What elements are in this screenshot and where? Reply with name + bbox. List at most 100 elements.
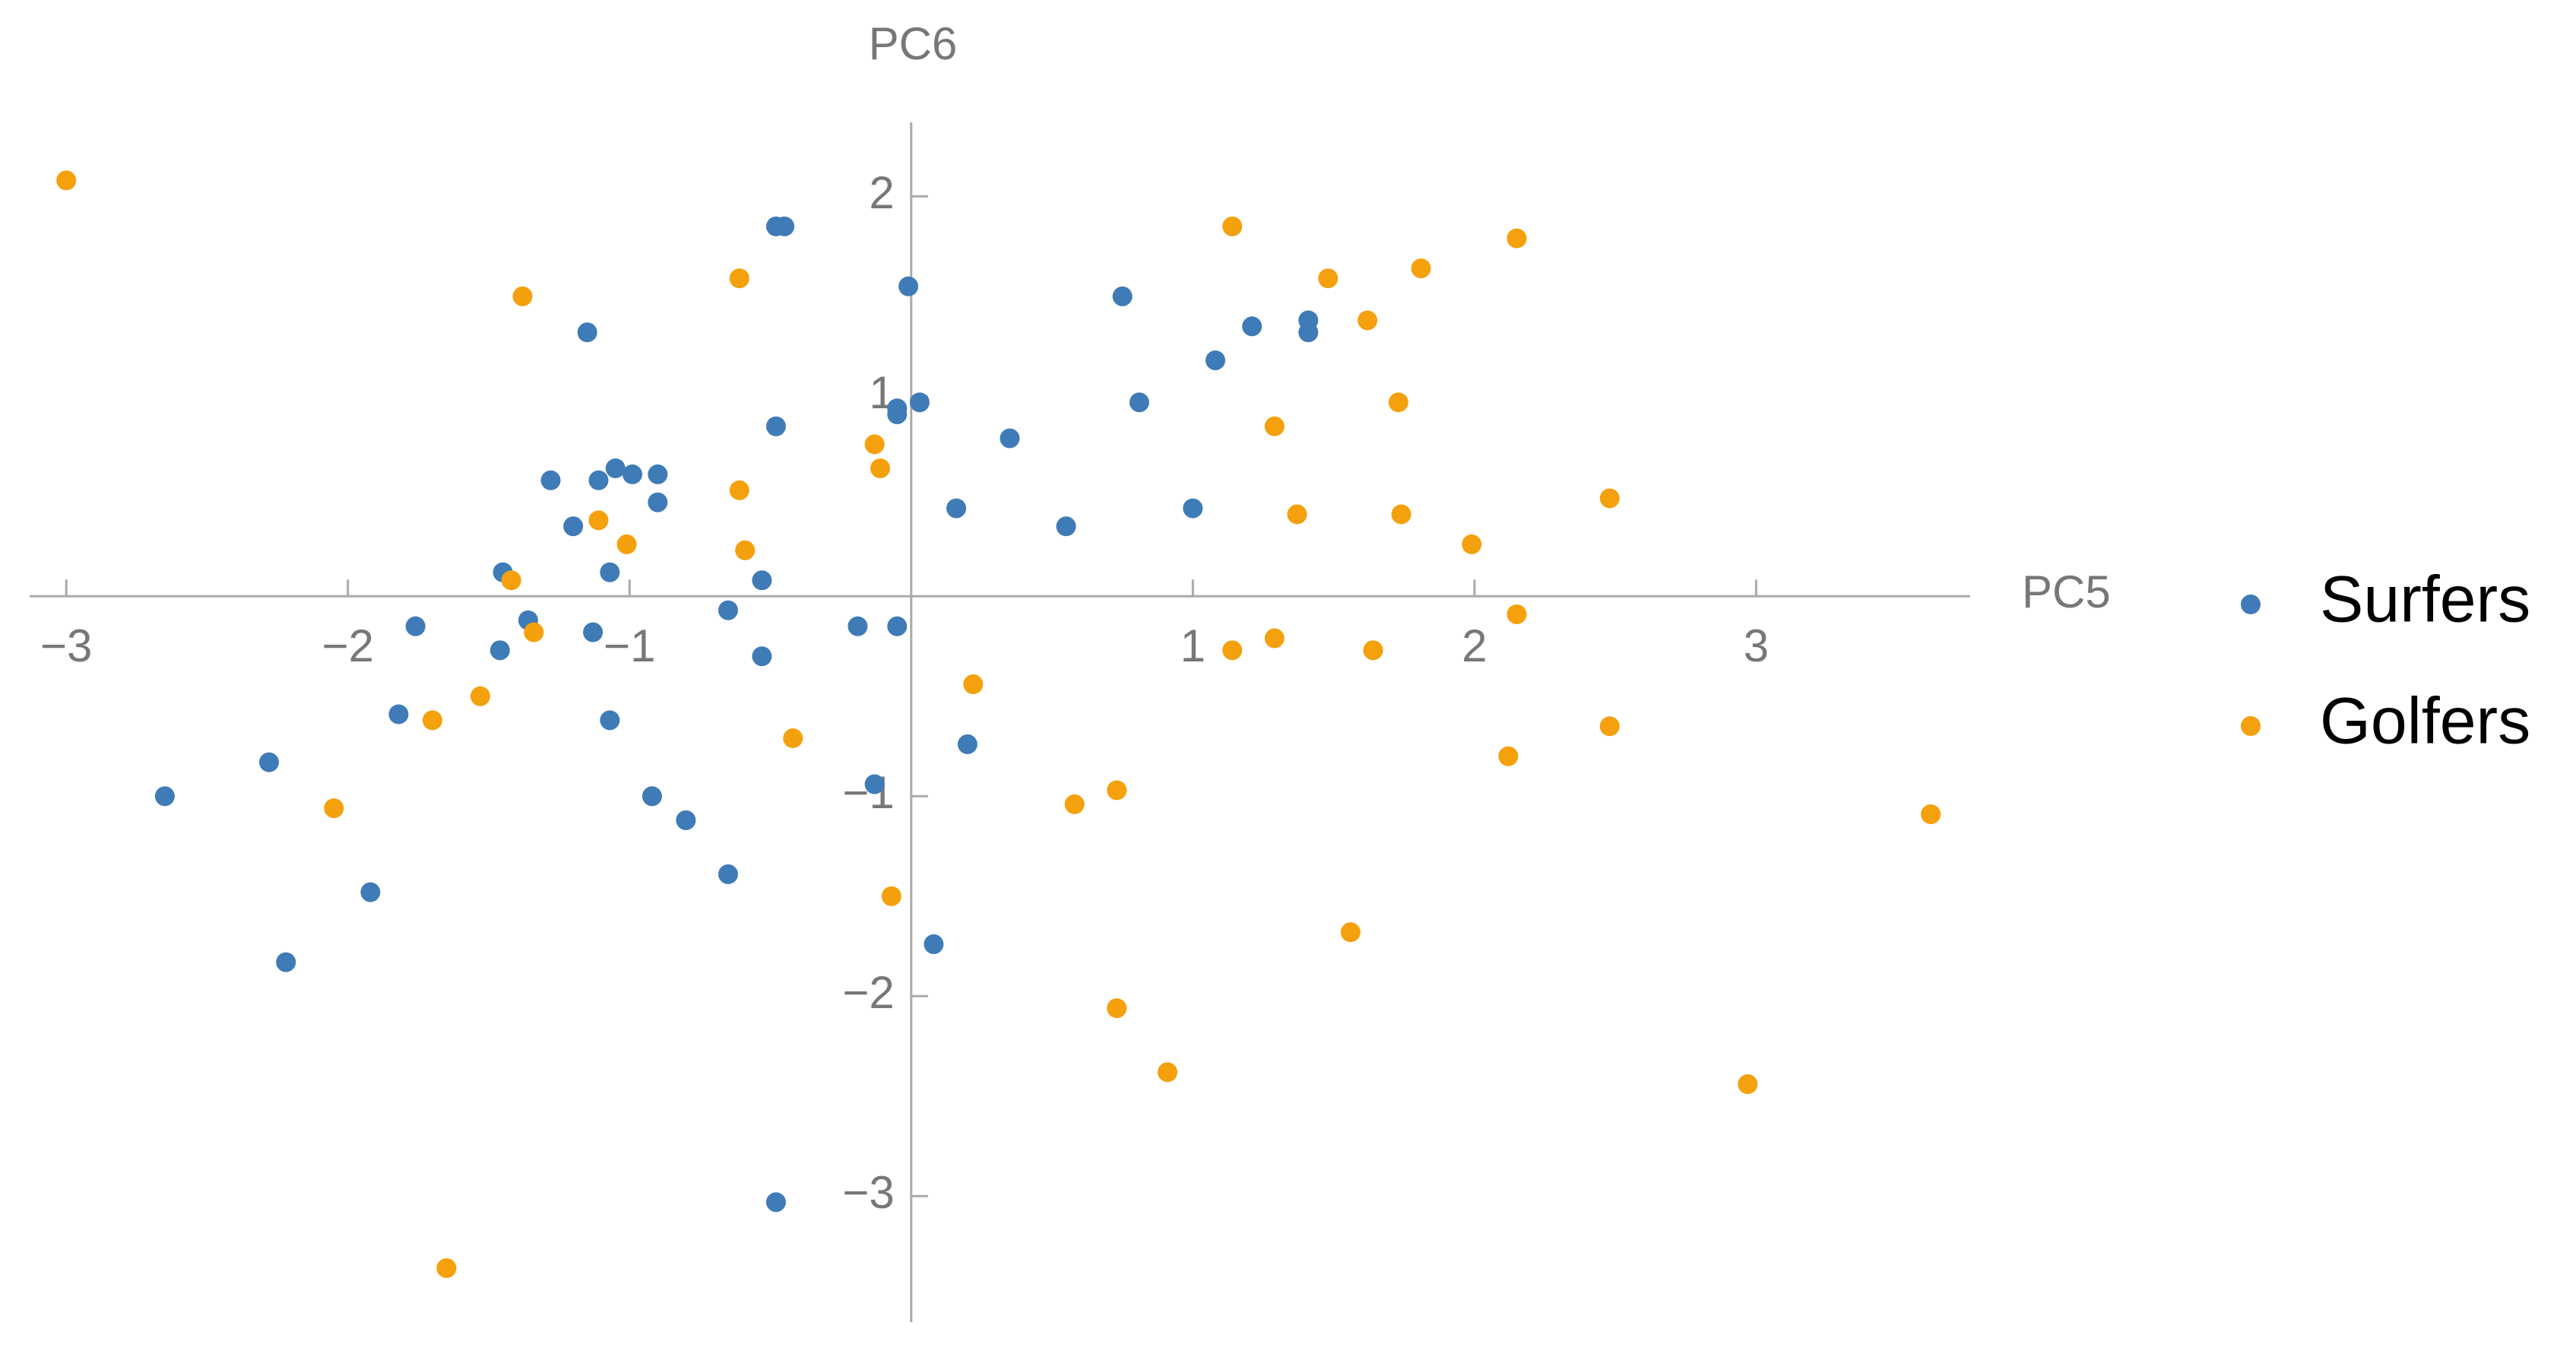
point <box>1287 504 1307 525</box>
x-tick-label: 1 <box>1180 620 1206 671</box>
point <box>735 540 756 560</box>
point <box>1358 310 1378 331</box>
point <box>1498 746 1519 766</box>
point <box>881 886 901 906</box>
point <box>436 1257 457 1278</box>
point <box>1056 516 1076 537</box>
y-axis-label: PC6 <box>869 18 958 69</box>
point <box>56 170 77 191</box>
point <box>1242 316 1263 337</box>
point <box>1391 504 1412 525</box>
point <box>957 734 977 754</box>
point <box>1183 498 1203 519</box>
y-tick-label: −2 <box>842 967 894 1018</box>
point <box>676 810 696 830</box>
point <box>946 498 967 519</box>
point <box>765 416 786 436</box>
point <box>540 470 561 490</box>
point <box>729 268 749 289</box>
point <box>783 728 803 749</box>
point <box>1000 428 1020 449</box>
point <box>1264 628 1285 649</box>
point <box>1264 416 1285 436</box>
point <box>588 510 609 531</box>
point <box>512 286 533 306</box>
point <box>648 492 668 512</box>
point <box>1222 216 1243 236</box>
x-axis-label: PC5 <box>2022 566 2111 617</box>
point <box>405 616 426 636</box>
point <box>648 464 668 484</box>
point <box>470 686 490 706</box>
point <box>887 616 908 636</box>
x-tick-label: 2 <box>1462 620 1487 671</box>
point <box>1507 604 1527 624</box>
point <box>1388 392 1408 413</box>
point <box>324 798 344 819</box>
point <box>924 934 944 954</box>
point <box>258 752 279 772</box>
x-tick-label: −1 <box>604 620 655 671</box>
point <box>1599 716 1620 737</box>
legend-label: Surfers <box>2320 563 2530 636</box>
point <box>501 570 521 591</box>
point <box>898 276 919 297</box>
point <box>775 216 795 236</box>
legend-marker <box>2241 716 2261 736</box>
y-tick-label: 2 <box>869 167 894 218</box>
point <box>588 470 609 490</box>
point <box>752 646 772 667</box>
point <box>765 1192 786 1213</box>
point <box>1318 268 1339 289</box>
point <box>1340 922 1361 943</box>
point <box>1112 286 1133 306</box>
point <box>718 864 738 884</box>
point <box>524 622 544 642</box>
point <box>1921 804 1941 824</box>
point <box>1107 780 1127 801</box>
point <box>616 534 637 554</box>
point <box>864 434 885 455</box>
point <box>752 570 772 591</box>
point <box>490 640 510 661</box>
point <box>154 786 175 807</box>
point <box>1462 534 1482 554</box>
point <box>1157 1062 1177 1083</box>
point <box>388 704 409 725</box>
point <box>848 616 868 636</box>
point <box>1738 1074 1758 1095</box>
point <box>1411 258 1431 278</box>
point <box>729 480 749 500</box>
point <box>600 710 620 731</box>
point <box>1205 350 1225 370</box>
point <box>422 710 442 731</box>
legend-label: Golfers <box>2320 685 2530 758</box>
point <box>1107 998 1127 1019</box>
point <box>963 674 984 695</box>
x-tick-label: −3 <box>40 620 92 671</box>
point <box>583 622 604 642</box>
point <box>1222 640 1243 661</box>
point <box>563 516 584 537</box>
point <box>718 600 738 620</box>
point <box>600 562 620 582</box>
legend-marker <box>2241 595 2261 614</box>
point <box>909 392 930 413</box>
point <box>360 882 381 902</box>
point <box>1064 794 1085 814</box>
point <box>1129 392 1149 413</box>
point <box>864 774 885 794</box>
point <box>870 458 891 478</box>
point <box>276 952 296 972</box>
point <box>622 464 642 484</box>
point <box>1298 322 1319 343</box>
point <box>887 404 908 424</box>
point <box>642 786 662 807</box>
point <box>1507 228 1527 249</box>
y-tick-label: −3 <box>842 1167 894 1218</box>
point <box>1599 488 1620 509</box>
x-tick-label: −2 <box>322 620 373 671</box>
x-tick-label: 3 <box>1744 620 1769 671</box>
point <box>605 458 626 478</box>
